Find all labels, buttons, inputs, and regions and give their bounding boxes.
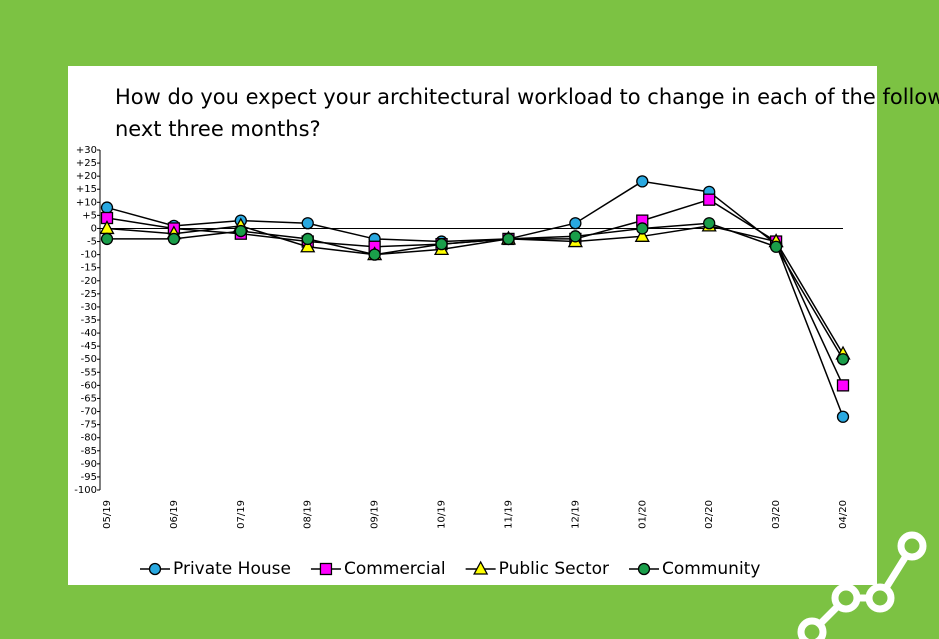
- marker: [435, 238, 448, 251]
- y-tick-label: -60: [81, 380, 97, 391]
- series-line: [106, 225, 844, 355]
- x-tick-label: 01/20: [637, 500, 648, 529]
- marker: [300, 238, 316, 253]
- legend-label: Private House: [173, 559, 291, 579]
- x-tick-label: 09/19: [370, 500, 381, 529]
- y-tick-label: -80: [81, 433, 97, 444]
- series-line: [106, 180, 844, 418]
- marker: [301, 232, 314, 246]
- marker: [100, 201, 114, 214]
- x-tick-label: 03/20: [771, 500, 782, 529]
- y-tick-label: +5: [82, 210, 97, 221]
- x-tick-label: 05/19: [102, 500, 113, 529]
- marker: [502, 232, 515, 246]
- panel: [68, 66, 877, 585]
- y-tick-label: -65: [81, 393, 97, 404]
- x-tick-label: 06/19: [169, 500, 180, 529]
- x-tick-label: 08/19: [303, 500, 314, 529]
- marker: [234, 224, 247, 238]
- x-tick-label: 10/19: [437, 500, 448, 529]
- marker: [167, 232, 181, 246]
- deco-icon: [797, 531, 927, 639]
- marker: [634, 227, 650, 242]
- marker: [836, 410, 850, 423]
- y-tick-label: -30: [81, 302, 97, 313]
- legend-marker: [148, 562, 162, 576]
- marker: [703, 193, 716, 206]
- marker: [769, 240, 783, 253]
- legend-label: Public Sector: [499, 559, 609, 579]
- marker: [636, 175, 649, 188]
- legend-label: Commercial: [344, 559, 446, 579]
- marker: [836, 379, 850, 392]
- marker: [301, 217, 314, 230]
- y-tick-label: -25: [81, 289, 97, 300]
- y-tick-label: -75: [81, 420, 97, 431]
- y-tick-label: -35: [81, 315, 97, 326]
- y-tick-label: -10: [81, 250, 97, 261]
- marker: [836, 353, 850, 366]
- x-tick-label: 04/20: [838, 500, 849, 529]
- y-tick-label: +10: [76, 197, 97, 208]
- marker: [368, 248, 381, 261]
- y-tick-label: -90: [81, 459, 97, 470]
- y-tick-label: -5: [87, 237, 97, 248]
- y-tick-label: -50: [81, 354, 97, 365]
- y-tick-label: -40: [81, 328, 97, 339]
- marker: [569, 230, 582, 243]
- y-tick-label: -85: [81, 446, 97, 457]
- legend-marker: [637, 562, 651, 576]
- x-tick-label: 02/20: [704, 500, 715, 529]
- marker: [703, 217, 716, 230]
- legend-marker: [473, 560, 489, 575]
- y-tick-label: -95: [81, 472, 97, 483]
- y-tick-label: +30: [76, 145, 97, 156]
- y-tick-label: +15: [76, 184, 97, 195]
- y-tick-label: +20: [76, 171, 97, 182]
- y-tick-label: -45: [81, 341, 97, 352]
- x-tick-label: 11/19: [503, 500, 514, 529]
- y-tick-label: +25: [76, 158, 97, 169]
- x-tick-label: 12/19: [570, 500, 581, 529]
- marker: [569, 217, 582, 230]
- chart-title: How do you expect your architectural wor…: [115, 85, 939, 141]
- y-tick-label: -70: [81, 407, 97, 418]
- series: [100, 217, 850, 366]
- legend-marker: [319, 562, 333, 576]
- y-tick-label: -15: [81, 263, 97, 274]
- x-tick-label: 07/19: [236, 500, 247, 529]
- marker: [100, 232, 114, 246]
- y-tick-label: -100: [74, 485, 97, 496]
- y-tick-label: -20: [81, 276, 97, 287]
- y-tick-label: -55: [81, 367, 97, 378]
- marker: [636, 222, 649, 235]
- legend-label: Community: [662, 559, 760, 579]
- series-line: [107, 222, 844, 360]
- y-tick-label: 0: [91, 223, 97, 234]
